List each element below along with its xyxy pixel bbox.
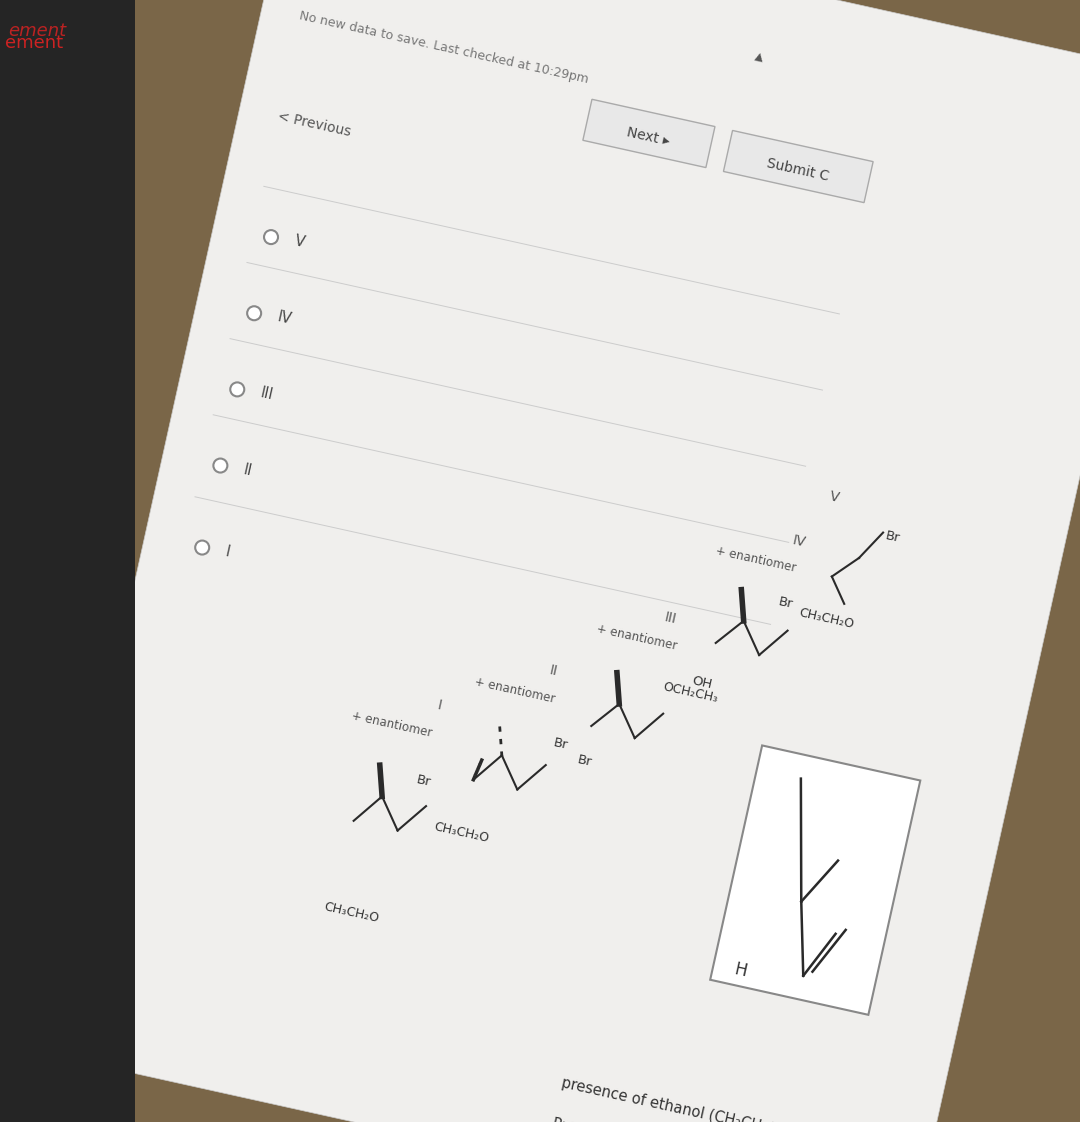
Text: + enantiomer: + enantiomer	[715, 544, 797, 574]
Text: ement: ement	[5, 34, 63, 52]
Text: OH: OH	[690, 674, 713, 691]
Text: IV: IV	[276, 310, 294, 327]
Polygon shape	[0, 0, 130, 1122]
Text: < Previous: < Previous	[276, 109, 352, 139]
Text: Br: Br	[576, 753, 593, 770]
Text: III: III	[259, 386, 275, 403]
Text: Submit C: Submit C	[766, 156, 831, 183]
Polygon shape	[583, 99, 715, 167]
Text: Br: Br	[777, 595, 794, 611]
Text: ▲: ▲	[754, 50, 765, 62]
Text: III: III	[663, 610, 678, 627]
Text: II: II	[548, 663, 558, 679]
Circle shape	[230, 383, 244, 396]
Text: V: V	[828, 489, 840, 505]
Text: Predict is the major product when the compound labelled H below is treated with : Predict is the major product when the co…	[551, 1116, 1080, 1122]
Text: Br: Br	[415, 773, 432, 789]
Circle shape	[214, 459, 228, 472]
Text: presence of ethanol (CH₃CH₂OH).: presence of ethanol (CH₃CH₂OH).	[559, 1076, 800, 1122]
Polygon shape	[724, 130, 873, 203]
Text: + enantiomer: + enantiomer	[473, 675, 556, 706]
Text: CH₃CH₂O: CH₃CH₂O	[432, 820, 490, 845]
Text: + enantiomer: + enantiomer	[351, 709, 434, 741]
Text: ement: ement	[8, 22, 66, 40]
Text: Br: Br	[883, 530, 901, 545]
Polygon shape	[711, 745, 920, 1014]
Text: + enantiomer: + enantiomer	[596, 623, 679, 653]
Text: OCH₂CH₃: OCH₂CH₃	[661, 680, 719, 705]
Circle shape	[195, 541, 210, 554]
Polygon shape	[31, 0, 1080, 1122]
Text: Next ▸: Next ▸	[625, 125, 671, 148]
Text: IV: IV	[791, 533, 807, 550]
Circle shape	[247, 306, 261, 320]
Text: No new data to save. Last checked at 10:29pm: No new data to save. Last checked at 10:…	[298, 10, 590, 86]
Text: CH₃CH₂O: CH₃CH₂O	[322, 900, 380, 925]
Text: I: I	[225, 544, 231, 560]
Text: II: II	[242, 462, 254, 479]
Circle shape	[264, 230, 278, 245]
Text: I: I	[436, 698, 443, 712]
Text: H: H	[733, 960, 750, 981]
Polygon shape	[0, 0, 135, 1122]
Text: Br: Br	[552, 736, 569, 752]
Text: V: V	[293, 233, 306, 250]
Text: CH₃CH₂O: CH₃CH₂O	[798, 606, 855, 631]
